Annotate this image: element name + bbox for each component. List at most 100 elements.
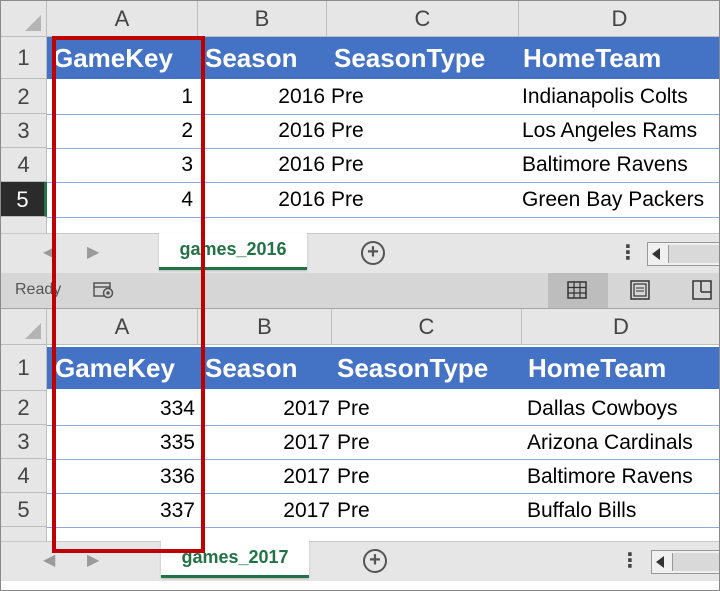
scroll-left-arrow-icon[interactable] <box>652 248 660 260</box>
cell-season[interactable]: 2017 <box>283 397 330 420</box>
cell-season[interactable]: 2016 <box>278 85 325 108</box>
row-header-6[interactable] <box>1 527 47 541</box>
column-header-b[interactable]: B <box>198 1 327 37</box>
row-header-5[interactable]: 5 <box>1 182 47 217</box>
status-ready: Ready <box>15 281 62 298</box>
column-header-b[interactable]: B <box>198 309 332 345</box>
horizontal-scrollbar[interactable] <box>651 550 719 574</box>
cell-seasontype[interactable]: Pre <box>331 85 364 108</box>
sheet-pane-top: A B C D 1 2 3 4 5 GameKey Season SeasonT… <box>1 1 719 273</box>
header-seasontype[interactable]: SeasonType <box>337 353 489 383</box>
sheet-tab-games-2016[interactable]: games_2016 <box>159 233 307 270</box>
cell-gamekey[interactable]: 335 <box>159 431 195 454</box>
row-divider <box>47 425 719 426</box>
row-header-2[interactable]: 2 <box>1 391 47 425</box>
cell-hometeam[interactable]: Buffalo Bills <box>527 499 637 522</box>
select-all-corner[interactable] <box>1 309 47 345</box>
scroll-tabs-right-icon[interactable]: ▶ <box>87 244 100 261</box>
cell-gamekey[interactable]: 3 <box>181 153 193 176</box>
cell-hometeam[interactable]: Los Angeles Rams <box>522 119 698 142</box>
cell-season[interactable]: 2017 <box>283 431 330 454</box>
row-divider <box>47 527 719 528</box>
cell-hometeam[interactable]: Indianapolis Colts <box>522 85 688 108</box>
cell-gamekey[interactable]: 2 <box>181 119 193 142</box>
cell-seasontype[interactable]: Pre <box>331 188 364 211</box>
row-header-2[interactable]: 2 <box>1 79 47 114</box>
cell-gamekey[interactable]: 1 <box>181 85 193 108</box>
cell-season[interactable]: 2017 <box>283 499 330 522</box>
plus-circle-icon[interactable]: + <box>361 241 385 265</box>
cell-seasontype[interactable]: Pre <box>331 153 364 176</box>
row-header-3[interactable]: 3 <box>1 114 47 148</box>
row-header-5[interactable]: 5 <box>1 493 47 527</box>
cell-gamekey[interactable]: 337 <box>159 499 195 522</box>
cell-hometeam[interactable]: Baltimore Ravens <box>522 153 688 176</box>
cell-gamekey[interactable]: 334 <box>159 397 195 420</box>
sheet-tab-games-2017[interactable]: games_2017 <box>161 541 309 578</box>
cell-gamekey[interactable]: 4 <box>181 188 193 211</box>
scroll-left-arrow-icon[interactable] <box>656 556 664 568</box>
cell-seasontype[interactable]: Pre <box>337 431 370 454</box>
column-header-a[interactable]: A <box>47 1 198 37</box>
cell-seasontype[interactable]: Pre <box>337 397 370 420</box>
cell-hometeam[interactable]: Green Bay Packers <box>522 188 705 211</box>
header-season[interactable]: Season <box>205 43 298 73</box>
header-season[interactable]: Season <box>205 353 298 383</box>
worksheet-grid[interactable]: A B C D 1 2 3 4 5 GameKey Season SeasonT… <box>1 1 719 233</box>
header-gamekey[interactable]: GameKey <box>53 43 173 73</box>
column-header-d[interactable]: D <box>519 1 719 37</box>
row-divider <box>47 148 719 149</box>
page-break-preview-button[interactable] <box>673 273 719 308</box>
header-gamekey[interactable]: GameKey <box>55 353 175 383</box>
row-header-4[interactable]: 4 <box>1 459 47 493</box>
macro-recording-icon[interactable] <box>93 281 115 299</box>
cell-gamekey[interactable]: 336 <box>159 465 195 488</box>
select-all-corner[interactable] <box>1 1 47 37</box>
more-vertical-icon[interactable]: ⋮ <box>620 550 640 572</box>
normal-view-button[interactable] <box>548 273 608 308</box>
cell-seasontype[interactable]: Pre <box>331 119 364 142</box>
row-header-6[interactable] <box>1 217 47 233</box>
cell-seasontype[interactable]: Pre <box>337 465 370 488</box>
cell-season[interactable]: 2016 <box>278 188 325 211</box>
page-layout-view-button[interactable] <box>611 273 671 308</box>
header-hometeam[interactable]: HomeTeam <box>528 353 667 383</box>
row-header-1[interactable]: 1 <box>1 345 47 391</box>
column-header-c[interactable]: C <box>327 1 519 37</box>
header-hometeam[interactable]: HomeTeam <box>523 43 662 73</box>
more-vertical-icon[interactable]: ⋮ <box>618 242 638 264</box>
cell-hometeam[interactable]: Dallas Cowboys <box>527 397 678 420</box>
header-row: GameKey Season SeasonType HomeTeam <box>47 37 719 79</box>
column-header-c[interactable]: C <box>332 309 522 345</box>
column-header-a[interactable]: A <box>47 309 198 345</box>
header-seasontype[interactable]: SeasonType <box>334 43 486 73</box>
plus-circle-icon[interactable]: + <box>363 549 387 573</box>
row-divider <box>47 217 719 218</box>
cell-season[interactable]: 2016 <box>278 153 325 176</box>
page-layout-icon <box>630 280 650 300</box>
cell-season[interactable]: 2017 <box>283 465 330 488</box>
row-divider <box>47 459 719 460</box>
row-divider <box>47 493 719 494</box>
row-header-4[interactable]: 4 <box>1 148 47 182</box>
sheet-pane-bottom: A B C D 1 2 3 4 5 GameKey Season SeasonT… <box>1 309 719 590</box>
scroll-tabs-right-icon[interactable]: ▶ <box>87 552 100 569</box>
scroll-tabs-left-icon[interactable]: ◀ <box>43 244 56 261</box>
scroll-tabs-left-icon[interactable]: ◀ <box>43 552 56 569</box>
cell-season[interactable]: 2016 <box>278 119 325 142</box>
worksheet-grid[interactable]: A B C D 1 2 3 4 5 GameKey Season SeasonT… <box>1 309 719 541</box>
horizontal-scrollbar[interactable] <box>647 242 719 266</box>
cell-seasontype[interactable]: Pre <box>337 499 370 522</box>
cell-hometeam[interactable]: Arizona Cardinals <box>527 431 693 454</box>
page-break-icon <box>692 280 712 300</box>
header-row: GameKey Season SeasonType HomeTeam <box>47 347 719 389</box>
sheet-tab-bar: ◀ ▶ games_2016 + ⋮ <box>1 233 719 273</box>
column-header-d[interactable]: D <box>522 309 719 345</box>
cell-hometeam[interactable]: Baltimore Ravens <box>527 465 693 488</box>
row-header-1[interactable]: 1 <box>1 37 47 79</box>
scrollbar-thumb[interactable] <box>668 245 719 263</box>
row-divider <box>47 114 719 115</box>
scrollbar-thumb[interactable] <box>672 553 719 571</box>
row-header-3[interactable]: 3 <box>1 425 47 459</box>
row-divider <box>47 182 719 183</box>
